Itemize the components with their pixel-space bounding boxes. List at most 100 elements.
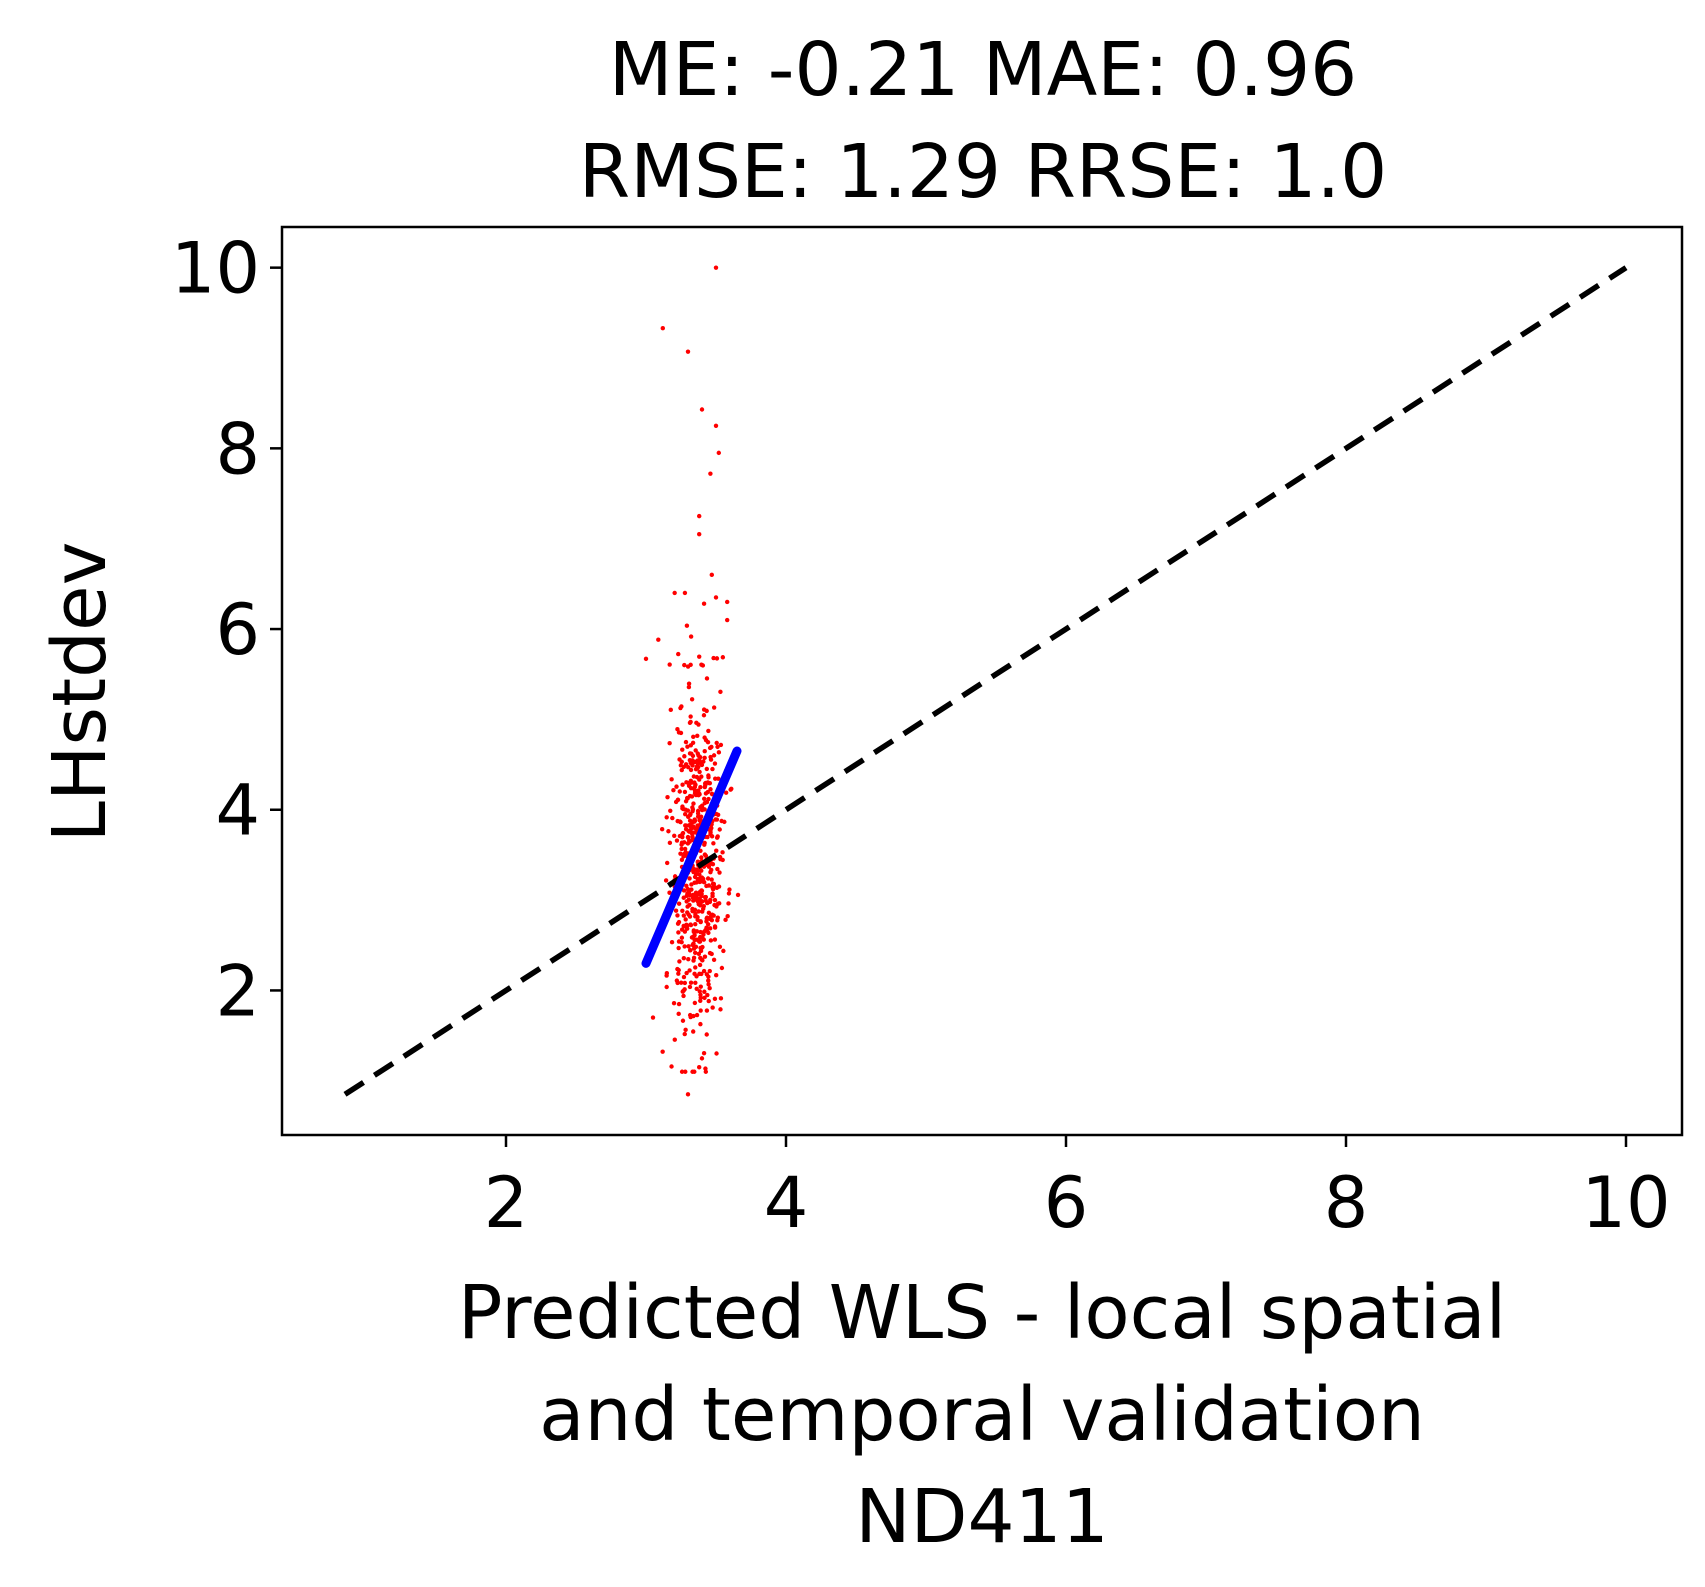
scatter-point xyxy=(683,917,688,922)
scatter-point xyxy=(719,965,725,971)
scatter-point xyxy=(696,892,701,897)
scatter-point xyxy=(672,590,677,596)
scatter-point xyxy=(684,795,690,801)
scatter-point xyxy=(692,950,698,956)
scatter-point xyxy=(711,655,716,661)
scatter-point xyxy=(684,623,690,628)
scatter-point xyxy=(697,962,703,968)
scatter-point xyxy=(684,970,689,976)
scatter-point xyxy=(678,851,683,856)
scatter-point xyxy=(679,935,685,940)
scatter-point xyxy=(681,764,687,770)
scatter-point xyxy=(682,662,687,668)
scatter-point xyxy=(686,681,692,686)
scatter-point xyxy=(705,992,710,998)
scatter-point xyxy=(698,929,703,935)
scatter-point xyxy=(704,883,709,889)
scatter-point xyxy=(688,719,693,725)
scatter-point xyxy=(725,599,730,605)
scatter-point xyxy=(723,917,728,923)
scatter-point xyxy=(691,946,697,951)
scatter-point xyxy=(675,913,680,918)
scatter-point xyxy=(691,955,697,961)
scatter-point xyxy=(681,956,687,961)
y-tick-label: 2 xyxy=(215,950,260,1032)
scatter-point xyxy=(681,993,686,999)
scatter-point xyxy=(687,812,693,818)
scatter-point xyxy=(696,909,701,914)
scatter-point xyxy=(691,907,696,913)
scatter-point xyxy=(681,913,687,918)
scatter-point xyxy=(683,826,689,832)
scatter-point xyxy=(682,840,687,845)
scatter-point xyxy=(689,697,695,702)
y-tick-label: 4 xyxy=(215,770,260,852)
scatter-point xyxy=(687,838,692,843)
scatter-point xyxy=(668,808,673,813)
scatter-point xyxy=(676,930,681,935)
scatter-point xyxy=(677,819,683,824)
scatter-point xyxy=(721,948,726,954)
scatter-point xyxy=(705,789,710,795)
scatter-point xyxy=(683,823,688,828)
scatter-point xyxy=(696,788,701,793)
y-tick-label: 10 xyxy=(171,228,260,310)
scatter-point xyxy=(695,914,700,920)
scatter-point xyxy=(706,796,711,802)
scatter-point xyxy=(688,980,694,985)
scatter-point xyxy=(709,834,715,839)
scatter-point xyxy=(679,704,684,709)
scatter-point xyxy=(685,910,690,915)
scatter-point xyxy=(698,1008,703,1013)
scatter-point xyxy=(676,1011,681,1017)
plot-area-frame xyxy=(280,225,1684,1137)
scatter-point xyxy=(723,790,729,795)
scatter-point xyxy=(710,891,715,896)
scatter-point xyxy=(688,947,693,953)
scatter-point xyxy=(688,767,694,773)
scatter-point xyxy=(701,707,707,712)
scatter-point xyxy=(713,423,719,428)
scatter-point xyxy=(687,902,692,908)
scatter-point xyxy=(694,986,699,991)
scatter-point xyxy=(716,776,721,781)
scatter-point xyxy=(701,932,706,937)
regression-fit-line xyxy=(641,746,742,968)
scatter-point xyxy=(659,827,665,832)
scatter-point xyxy=(691,819,696,824)
scatter-point xyxy=(717,854,723,860)
scatter-point xyxy=(706,864,712,869)
scatter-point xyxy=(710,1005,715,1010)
scatter-point xyxy=(720,655,726,660)
scatter-point xyxy=(715,915,721,920)
scatter-point xyxy=(697,654,702,659)
scatter-point xyxy=(692,784,698,790)
scatter-point xyxy=(688,778,694,783)
scatter-point xyxy=(690,740,696,745)
scatter-point xyxy=(686,897,692,902)
scatter-point xyxy=(677,789,682,794)
scatter-point xyxy=(697,754,703,760)
scatter-point xyxy=(687,876,692,881)
scatter-point xyxy=(685,744,690,749)
scatter-point xyxy=(698,995,703,1000)
scatter-point xyxy=(679,939,684,945)
scatter-point xyxy=(697,1065,702,1070)
scatter-point xyxy=(682,980,688,986)
scatter-point xyxy=(697,792,702,797)
scatter-point xyxy=(708,828,713,833)
scatter-point xyxy=(714,656,720,661)
scatter-point xyxy=(713,265,719,270)
scatter-point xyxy=(680,830,686,836)
scatter-point xyxy=(688,634,694,639)
scatter-point xyxy=(674,784,679,789)
scatter-point xyxy=(715,744,720,750)
scatter-point xyxy=(711,705,717,710)
scatter-point xyxy=(706,775,711,780)
scatter-point xyxy=(702,749,707,754)
scatter-point xyxy=(680,782,685,787)
scatter-point xyxy=(700,944,705,950)
identity-line xyxy=(343,265,1628,1097)
scatter-point xyxy=(688,922,693,927)
